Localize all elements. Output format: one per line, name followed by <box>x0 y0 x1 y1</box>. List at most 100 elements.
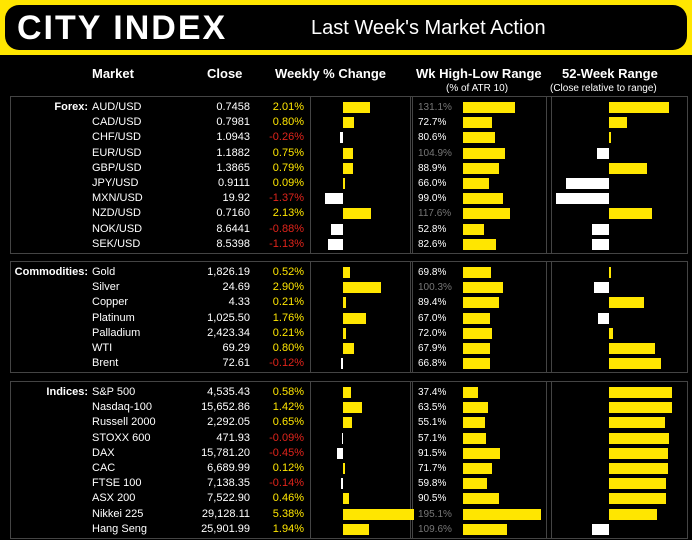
weekly-change-bar <box>343 267 350 278</box>
col-header-range: Wk High-Low Range <box>416 66 542 81</box>
range-bar <box>463 417 486 429</box>
close-value: 2,292.05 <box>207 416 250 429</box>
market-name: GBP/USD <box>92 161 142 174</box>
close-value: 69.29 <box>222 342 250 354</box>
range-bar <box>463 402 489 414</box>
weekly-change-bar <box>343 147 353 159</box>
range-value: 72.0% <box>418 327 447 339</box>
close-value: 24.69 <box>222 281 250 294</box>
week52-bar <box>591 238 609 250</box>
range-value: 109.6% <box>418 523 452 535</box>
weekly-change-value: 5.38% <box>272 507 304 520</box>
range-value: 99.0% <box>418 193 447 205</box>
week52-bar <box>597 147 609 159</box>
weekly-change-bar <box>328 238 343 250</box>
range-value: 71.7% <box>418 463 447 474</box>
range-bar <box>463 223 485 235</box>
week52-bar <box>609 132 611 144</box>
week52-bar <box>609 463 669 474</box>
close-value: 1.3865 <box>216 161 250 174</box>
weekly-change-bar <box>343 282 382 294</box>
section-label: Commodities: <box>14 266 88 278</box>
weekly-change-bar <box>339 132 343 144</box>
weekly-change-value: 0.80% <box>272 342 304 354</box>
market-name: Nikkei 225 <box>92 507 144 520</box>
week52-bar <box>591 223 609 235</box>
market-name: STOXX 600 <box>92 431 151 444</box>
weekly-change-value: 1.94% <box>272 522 304 535</box>
week52-bar <box>609 508 657 520</box>
range-bar <box>463 102 516 113</box>
market-name: S&P 500 <box>92 386 136 398</box>
range-bar <box>463 162 499 174</box>
range-bar <box>463 523 507 535</box>
range-value: 131.1% <box>418 102 452 113</box>
range-value: 104.9% <box>418 147 452 159</box>
market-name: DAX <box>92 446 115 459</box>
close-value: 25,901.99 <box>201 522 250 535</box>
range-bar <box>463 312 490 324</box>
market-name: Brent <box>92 357 119 370</box>
range-value: 66.8% <box>418 358 447 370</box>
week52-bar <box>609 117 628 129</box>
close-value: 8.6441 <box>216 222 250 235</box>
market-name: SEK/USD <box>92 237 141 250</box>
weekly-change-bar <box>343 417 352 429</box>
close-value: 471.93 <box>216 431 250 444</box>
close-value: 1.0943 <box>216 131 250 144</box>
page-title: Last Week's Market Action <box>311 17 546 39</box>
market-name: MXN/USD <box>92 192 143 205</box>
week52-bar <box>609 358 661 370</box>
close-value: 0.7458 <box>216 101 250 113</box>
weekly-change-value: 2.90% <box>272 281 304 294</box>
close-value: 7,138.35 <box>207 477 250 490</box>
weekly-change-bar <box>343 178 345 189</box>
range-value: 66.0% <box>418 178 447 189</box>
close-value: 15,781.20 <box>201 446 250 459</box>
section-label: Forex: <box>54 101 88 113</box>
range-value: 117.6% <box>418 208 452 220</box>
weekly-change-value: -0.88% <box>269 222 304 235</box>
market-name: CHF/USD <box>92 131 141 144</box>
market-name: FTSE 100 <box>92 477 142 490</box>
week52-bar <box>597 312 609 324</box>
close-value: 19.92 <box>222 192 250 205</box>
week52-bar <box>591 523 609 535</box>
chart-panel <box>410 261 547 374</box>
range-bar <box>463 208 511 220</box>
weekly-change-value: 0.52% <box>272 266 304 278</box>
range-bar <box>463 478 487 490</box>
weekly-change-bar <box>343 523 369 535</box>
weekly-change-bar <box>343 463 345 474</box>
weekly-change-value: 2.13% <box>272 207 304 220</box>
weekly-change-value: -0.14% <box>269 477 304 490</box>
close-value: 0.9111 <box>217 177 250 189</box>
weekly-change-value: 0.09% <box>272 177 304 189</box>
close-value: 2,423.34 <box>207 326 250 339</box>
section-label: Indices: <box>46 386 88 398</box>
market-name: WTI <box>92 342 113 354</box>
city-index-logo: CITY INDEX <box>17 9 228 47</box>
weekly-change-value: 0.75% <box>272 146 304 159</box>
close-value: 8.5398 <box>216 237 250 250</box>
weekly-change-value: 0.21% <box>272 326 304 339</box>
market-name: Platinum <box>92 311 135 324</box>
week52-bar <box>609 432 669 444</box>
chart-panel <box>310 381 413 539</box>
range-bar <box>463 132 496 144</box>
close-value: 72.61 <box>222 357 250 370</box>
market-name: NOK/USD <box>92 222 143 235</box>
week52-bar <box>556 193 609 205</box>
weekly-change-bar <box>343 402 362 414</box>
range-value: 55.1% <box>418 417 447 429</box>
range-bar <box>463 447 500 459</box>
range-value: 89.4% <box>418 297 447 309</box>
weekly-change-value: -1.13% <box>269 237 304 250</box>
market-name: Russell 2000 <box>92 416 156 429</box>
chart-panel <box>410 381 547 539</box>
range-bar <box>463 508 542 520</box>
weekly-change-value: 0.80% <box>272 116 304 129</box>
range-bar <box>463 358 490 370</box>
market-name: JPY/USD <box>92 177 139 189</box>
range-bar <box>463 193 503 205</box>
